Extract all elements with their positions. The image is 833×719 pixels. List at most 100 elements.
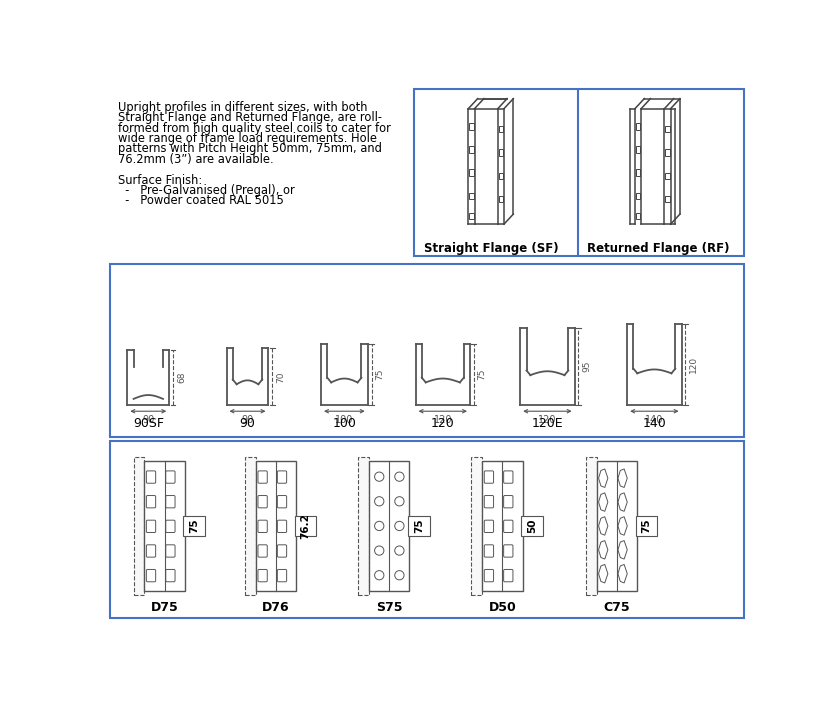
Polygon shape <box>599 564 608 583</box>
Text: 120: 120 <box>433 415 452 425</box>
FancyBboxPatch shape <box>484 495 494 508</box>
Bar <box>144 462 185 590</box>
FancyBboxPatch shape <box>166 495 175 508</box>
Text: patterns with Pitch Height 50mm, 75mm, and: patterns with Pitch Height 50mm, 75mm, a… <box>118 142 382 155</box>
Bar <box>482 462 522 590</box>
Polygon shape <box>618 493 627 511</box>
FancyBboxPatch shape <box>504 495 513 508</box>
FancyBboxPatch shape <box>504 569 513 582</box>
Polygon shape <box>599 469 608 487</box>
Bar <box>636 147 641 153</box>
Text: Straight Flange and Returned Flange, are roll-: Straight Flange and Returned Flange, are… <box>118 111 382 124</box>
Circle shape <box>375 497 384 506</box>
Circle shape <box>395 521 404 531</box>
Bar <box>586 457 597 595</box>
Bar <box>666 173 670 179</box>
Text: 120: 120 <box>689 356 698 373</box>
FancyBboxPatch shape <box>147 471 156 483</box>
FancyBboxPatch shape <box>484 569 494 582</box>
Bar <box>499 173 503 179</box>
Bar <box>295 516 317 536</box>
Bar <box>369 462 410 590</box>
FancyBboxPatch shape <box>258 471 267 483</box>
Bar <box>597 462 637 590</box>
FancyBboxPatch shape <box>277 471 287 483</box>
Text: 140: 140 <box>642 418 666 431</box>
Bar <box>499 127 503 132</box>
FancyBboxPatch shape <box>147 495 156 508</box>
Circle shape <box>375 521 384 531</box>
FancyBboxPatch shape <box>147 569 156 582</box>
FancyBboxPatch shape <box>504 545 513 557</box>
FancyBboxPatch shape <box>504 520 513 533</box>
Text: 90SF: 90SF <box>132 418 164 431</box>
Text: 100: 100 <box>332 418 357 431</box>
Text: 100: 100 <box>335 415 353 425</box>
Text: 70: 70 <box>277 371 285 383</box>
Bar <box>358 457 369 595</box>
Polygon shape <box>618 564 627 583</box>
Circle shape <box>395 571 404 580</box>
Text: 120: 120 <box>538 415 556 425</box>
Text: D50: D50 <box>489 601 516 615</box>
Bar <box>666 127 670 132</box>
Bar <box>636 170 641 176</box>
Text: 90: 90 <box>240 418 256 431</box>
FancyBboxPatch shape <box>484 545 494 557</box>
Polygon shape <box>599 493 608 511</box>
Bar <box>499 150 503 155</box>
Circle shape <box>375 546 384 555</box>
Bar <box>183 516 205 536</box>
Text: 120: 120 <box>431 418 455 431</box>
Text: 75: 75 <box>414 518 424 533</box>
Bar <box>636 213 641 219</box>
Circle shape <box>395 472 404 481</box>
Circle shape <box>375 571 384 580</box>
Text: Upright profiles in different sizes, with both: Upright profiles in different sizes, wit… <box>118 101 367 114</box>
Polygon shape <box>618 517 627 535</box>
FancyBboxPatch shape <box>258 569 267 582</box>
Bar <box>469 213 474 219</box>
FancyBboxPatch shape <box>166 471 175 483</box>
FancyBboxPatch shape <box>277 545 287 557</box>
Bar <box>471 457 482 595</box>
Bar <box>469 193 474 199</box>
Bar <box>469 123 474 130</box>
Bar <box>245 457 256 595</box>
Text: 90: 90 <box>142 415 154 425</box>
FancyBboxPatch shape <box>258 545 267 557</box>
Text: -   Powder coated RAL 5015: - Powder coated RAL 5015 <box>118 194 284 208</box>
FancyBboxPatch shape <box>484 520 494 533</box>
Polygon shape <box>618 541 627 559</box>
Text: 90: 90 <box>242 415 253 425</box>
Bar <box>521 516 543 536</box>
FancyBboxPatch shape <box>166 520 175 533</box>
FancyBboxPatch shape <box>258 495 267 508</box>
Text: Surface Finish:: Surface Finish: <box>118 174 202 187</box>
Polygon shape <box>599 541 608 559</box>
Bar <box>636 516 657 536</box>
Bar <box>666 150 670 155</box>
Bar <box>469 147 474 153</box>
Circle shape <box>375 472 384 481</box>
FancyBboxPatch shape <box>166 569 175 582</box>
Text: 75: 75 <box>641 518 651 533</box>
Bar <box>133 457 144 595</box>
Bar <box>110 441 744 618</box>
Text: C75: C75 <box>604 601 631 615</box>
FancyBboxPatch shape <box>504 471 513 483</box>
FancyBboxPatch shape <box>277 569 287 582</box>
Text: 120E: 120E <box>531 418 563 431</box>
Text: -   Pre-Galvanised (Pregal), or: - Pre-Galvanised (Pregal), or <box>118 184 295 197</box>
FancyBboxPatch shape <box>258 520 267 533</box>
Bar <box>414 88 744 257</box>
Text: 75: 75 <box>376 369 384 380</box>
Bar <box>469 170 474 176</box>
Bar <box>408 516 430 536</box>
Bar <box>499 196 503 202</box>
Circle shape <box>395 497 404 506</box>
Text: D76: D76 <box>262 601 290 615</box>
Text: S75: S75 <box>376 601 402 615</box>
Bar <box>636 193 641 199</box>
Text: formed from high quality steel coils to cater for: formed from high quality steel coils to … <box>118 122 391 134</box>
